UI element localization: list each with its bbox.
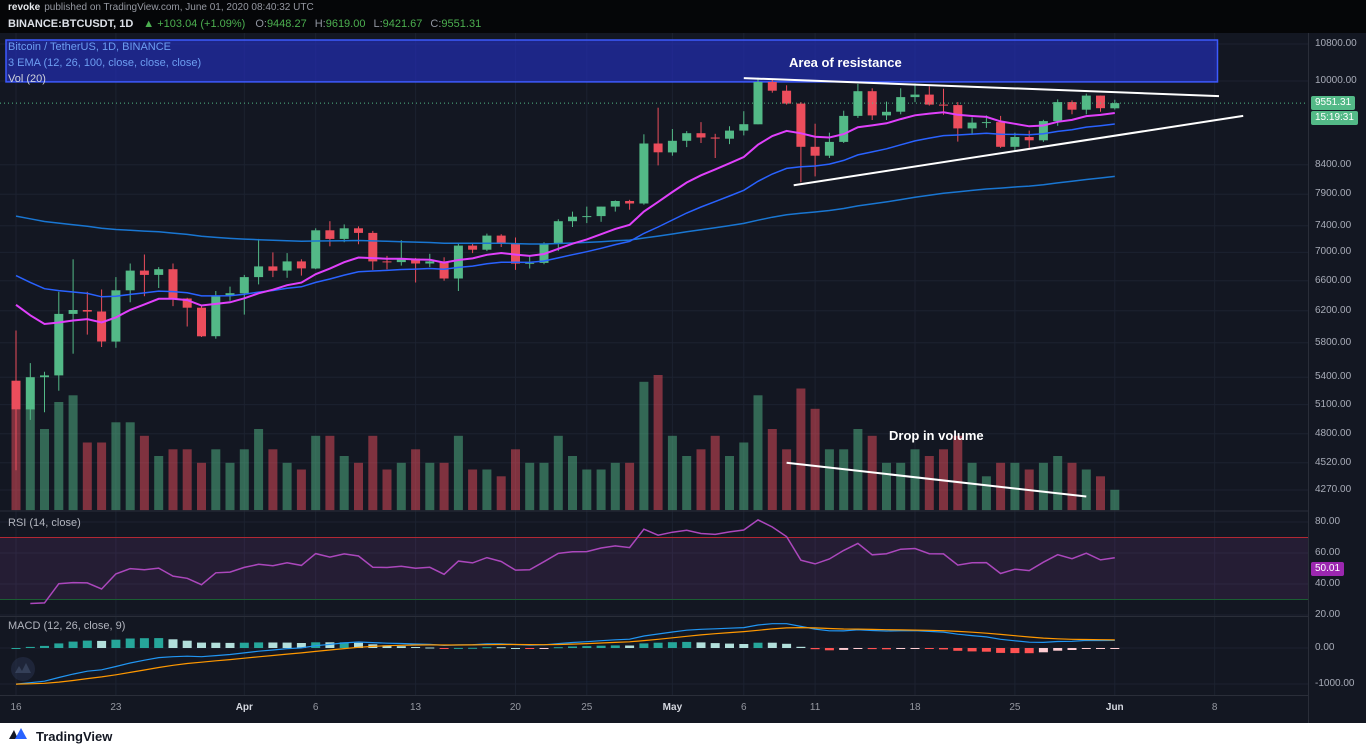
price-chart[interactable] — [0, 33, 1308, 695]
time-axis-label: 23 — [110, 702, 122, 713]
high-value: 9619.00 — [325, 18, 366, 30]
up-arrow-icon: ▲ — [143, 18, 155, 30]
author-name: revoke — [8, 2, 41, 13]
axis-label: 6600.00 — [1315, 274, 1352, 286]
axis-label: 5100.00 — [1315, 398, 1352, 410]
time-axis-label: 6 — [740, 702, 747, 713]
macd-pane-title[interactable]: MACD (12, 26, close, 9) — [8, 620, 126, 632]
area-of-resistance-label[interactable]: Area of resistance — [789, 55, 902, 70]
axis-label: 10800.00 — [1315, 38, 1357, 49]
axis-label: 8400.00 — [1315, 158, 1352, 170]
symbol-name[interactable]: BINANCE:BTCUSDT, 1D — [8, 18, 134, 30]
time-axis-label: 8 — [1211, 702, 1218, 713]
rsi-value-badge: 50.01 — [1311, 562, 1345, 576]
bar-countdown-badge: 15:19:31 — [1311, 111, 1358, 125]
legend-symbol-title[interactable]: Bitcoin / TetherUS, 1D, BINANCE — [8, 41, 172, 53]
right-axis[interactable]: 9551.31 15:19:31 50.01 10800.00 10000.00 8… — [1308, 33, 1366, 723]
axis-label: 20.00 — [1315, 609, 1341, 620]
tradingview-logo-icon[interactable] — [8, 726, 30, 747]
attribution-bar: revoke published on TradingView.com, June… — [0, 0, 1366, 16]
axis-label: 0.00 — [1315, 642, 1335, 653]
last-price-badge: 9551.31 — [1311, 96, 1356, 110]
axis-label: 7400.00 — [1315, 219, 1352, 231]
ohlc-open: O:9448.27 — [255, 16, 306, 33]
time-axis-label: Jun — [1105, 702, 1124, 713]
axis-label: 40.00 — [1315, 578, 1341, 589]
ohlc-close: C:9551.31 — [430, 16, 481, 33]
time-axis-label: 20 — [509, 702, 521, 713]
low-label: L: — [373, 18, 383, 30]
axis-label: 6200.00 — [1315, 304, 1352, 316]
time-axis-label: 6 — [312, 702, 319, 713]
axis-label: 5800.00 — [1315, 336, 1352, 348]
axis-label: 7000.00 — [1315, 246, 1352, 258]
open-value: 9448.27 — [266, 18, 307, 30]
tradingview-watermark-icon — [10, 656, 36, 687]
attribution-text: published on TradingView.com, June 01, 2… — [44, 2, 314, 13]
axis-label: 60.00 — [1315, 547, 1341, 558]
axis-label: 5400.00 — [1315, 371, 1352, 383]
time-axis-label: 13 — [409, 702, 422, 713]
chart-legend: Bitcoin / TetherUS, 1D, BINANCE 3 EMA (1… — [8, 39, 201, 87]
close-value: 9551.31 — [441, 18, 482, 30]
axis-label: 10000.00 — [1315, 74, 1357, 86]
time-axis-label: 25 — [1009, 702, 1021, 713]
ohlc-high: H:9619.00 — [315, 16, 366, 33]
high-label: H: — [314, 18, 326, 30]
axis-label: 4270.00 — [1315, 484, 1352, 495]
legend-ema-indicator[interactable]: 3 EMA (12, 26, 100, close, close, close) — [8, 57, 202, 69]
footer-bar: TradingView — [0, 723, 1366, 749]
change-value: +103.04 (+1.09%) — [157, 18, 246, 30]
ohlc-values: O:9448.27 H:9619.00 L:9421.67 C:9551.31 — [255, 16, 481, 33]
time-axis[interactable]: 16 23 Apr 6 13 20 25 May 6 11 18 25 Jun 8 — [0, 695, 1308, 723]
time-axis-label: May — [662, 702, 683, 713]
low-value: 9421.67 — [382, 18, 423, 30]
time-axis-label: 11 — [809, 702, 821, 713]
axis-label: 4520.00 — [1315, 456, 1352, 468]
time-axis-label: 18 — [909, 702, 921, 713]
axis-label: 4800.00 — [1315, 427, 1352, 439]
drop-in-volume-label[interactable]: Drop in volume — [889, 428, 984, 443]
time-axis-label: 16 — [10, 702, 22, 713]
ohlc-low: L:9421.67 — [373, 16, 422, 33]
brand-name[interactable]: TradingView — [36, 728, 113, 744]
time-axis-label: 25 — [581, 702, 593, 713]
close-label: C: — [430, 18, 442, 30]
rsi-pane-title[interactable]: RSI (14, close) — [8, 517, 81, 529]
time-axis-label: Apr — [235, 702, 253, 713]
price-change: ▲ +103.04 (+1.09%) — [143, 16, 245, 33]
axis-label: -1000.00 — [1315, 678, 1355, 689]
symbol-bar: BINANCE:BTCUSDT, 1D ▲ +103.04 (+1.09%) O… — [0, 16, 1366, 33]
legend-volume-indicator[interactable]: Vol (20) — [8, 73, 46, 85]
axis-label: 80.00 — [1315, 516, 1341, 527]
open-label: O: — [255, 18, 267, 30]
axis-label: 7900.00 — [1315, 188, 1352, 200]
